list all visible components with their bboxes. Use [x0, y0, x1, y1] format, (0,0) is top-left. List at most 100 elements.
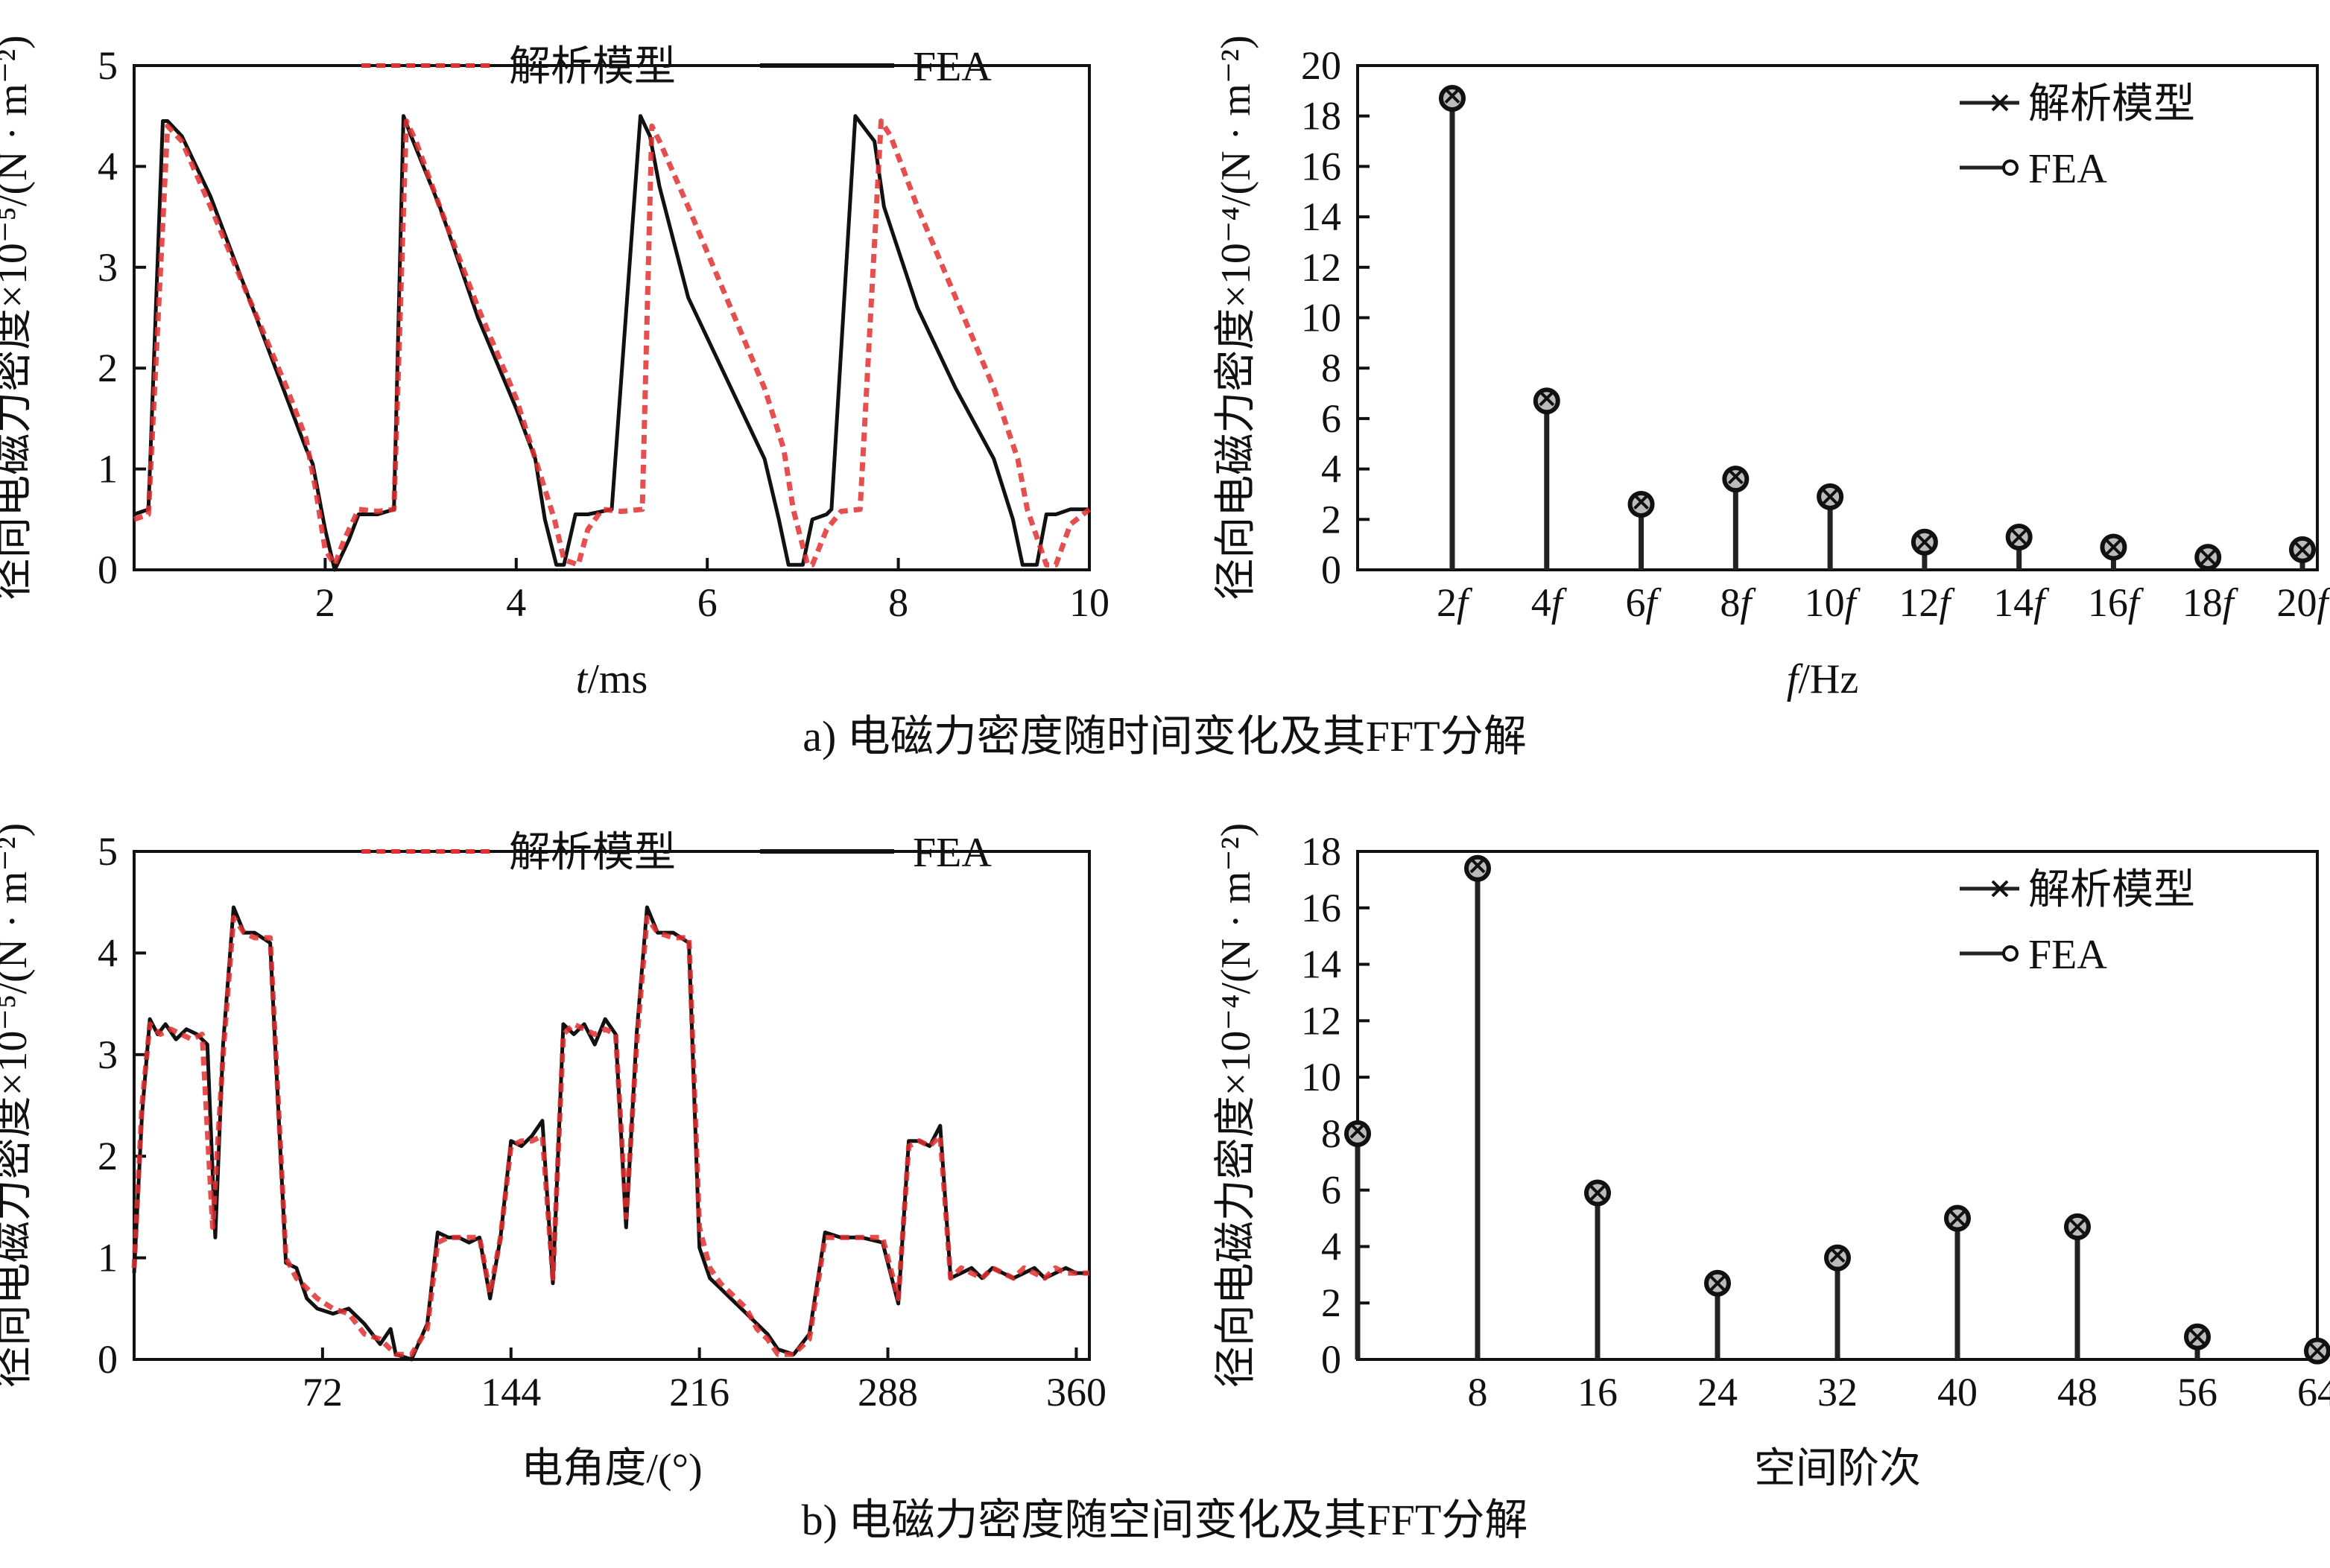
- plot-frame: [133, 850, 1091, 1361]
- legend-marker-analytical: [1991, 94, 2009, 112]
- y-tick-label: 4: [98, 930, 118, 975]
- y-tick-label: 2: [1321, 1280, 1341, 1325]
- y-tick-label: 0: [98, 547, 118, 592]
- x-tick-label: 14f: [1993, 580, 2050, 625]
- x-tick-label: 360: [1046, 1370, 1107, 1415]
- chart-time-domain: 径向电磁力密度×10⁻⁵/(N · m⁻²) 0 1 2 3 4 5 2 4 6 8 10 t/ms 解析…: [0, 35, 1109, 702]
- chart-space-domain: 径向电磁力密度×10⁻⁵/(N · m⁻²) 0 1 2 3 4 5 72 144 216 288 3…: [0, 823, 1107, 1492]
- legend-label-analytical: 解析模型: [2028, 867, 2195, 913]
- stem-marker-fea: [1627, 490, 1655, 518]
- x-axis-label: f/Hz: [1787, 656, 1858, 702]
- series-line-fea: [133, 114, 1089, 572]
- plot-frame: [133, 64, 1091, 571]
- x-tick-label: 10f: [1805, 580, 1861, 625]
- y-tick-label: 10: [1301, 1055, 1341, 1099]
- y-tick-label: 16: [1301, 886, 1341, 930]
- stem-marker-analytical: [1822, 489, 1838, 505]
- x-tick-label: 12f: [1899, 580, 1955, 625]
- stem-marker-analytical: [1916, 534, 1933, 550]
- y-tick-label: 2: [98, 1134, 118, 1178]
- x-tick-label: 56: [2177, 1370, 2217, 1415]
- y-tick-label: 5: [98, 43, 118, 88]
- stem-marker-fea: [1722, 466, 1750, 493]
- x-tick-label: 10: [1069, 580, 1109, 625]
- x-tick-label: 16: [1577, 1370, 1618, 1415]
- y-tick-label: 8: [1321, 1111, 1341, 1156]
- x-tick-label: 32: [1817, 1370, 1858, 1415]
- stem-marker-analytical: [2011, 529, 2027, 545]
- x-tick-label: 288: [858, 1370, 918, 1415]
- caption-b: b) 电磁力密度随空间变化及其FFT分解: [802, 1496, 1528, 1544]
- x-tick-label: 4f: [1531, 580, 1568, 625]
- legend-label-fea: FEA: [2028, 146, 2107, 192]
- legend-marker-fea: [2002, 945, 2019, 962]
- legend-label-analytical: 解析模型: [509, 44, 676, 90]
- stem-marker-fea: [1344, 1120, 1371, 1147]
- x-tick-label: 64: [2297, 1370, 2330, 1415]
- legend-marker-fea: [2002, 159, 2019, 176]
- y-tick-label: 4: [98, 144, 118, 188]
- y-axis-label: 径向电磁力密度×10⁻⁴/(N · m⁻²): [1213, 823, 1259, 1388]
- y-tick-label: 18: [1301, 829, 1341, 874]
- caption-a: a) 电磁力密度随时间变化及其FFT分解: [802, 712, 1527, 761]
- x-tick-label: 6f: [1626, 580, 1662, 625]
- chart-time-fft: 径向电磁力密度×10⁻⁴/(N · m⁻²) 0 2 4 6 8 10 12 14 16 18 20 2…: [1213, 35, 2330, 702]
- x-tick-label: 8: [888, 580, 908, 625]
- y-tick-label: 2: [1321, 497, 1341, 542]
- stem-marker-analytical: [2069, 1219, 2086, 1235]
- y-tick-label: 16: [1301, 144, 1341, 188]
- y-tick-label: 4: [1321, 447, 1341, 492]
- stem-marker-analytical: [1709, 1275, 1726, 1292]
- legend-label-analytical: 解析模型: [509, 830, 676, 876]
- y-tick-label: 4: [1321, 1224, 1341, 1269]
- y-tick-label: 1: [98, 1236, 118, 1280]
- y-axis-label: 径向电磁力密度×10⁻⁵/(N · m⁻²): [0, 823, 36, 1388]
- stem-marker-analytical: [1727, 469, 1744, 485]
- y-tick-label: 8: [1321, 346, 1341, 390]
- x-tick-label: 72: [303, 1370, 343, 1415]
- stem-marker-analytical: [1949, 1210, 1966, 1226]
- x-tick-label: 8: [1468, 1370, 1488, 1415]
- y-axis-label: 径向电磁力密度×10⁻⁵/(N · m⁻²): [0, 35, 36, 600]
- legend-label-fea: FEA: [913, 44, 992, 90]
- legend-marker-analytical: [1991, 880, 2009, 898]
- x-tick-label: 40: [1937, 1370, 1978, 1415]
- y-tick-label: 0: [98, 1337, 118, 1382]
- y-tick-label: 14: [1301, 194, 1341, 239]
- stem-marker-analytical: [2189, 1329, 2206, 1345]
- y-tick-label: 2: [98, 346, 118, 390]
- stem-marker-analytical: [1633, 494, 1649, 510]
- x-axis-label: t/ms: [576, 656, 648, 702]
- stem-marker-analytical: [2309, 1343, 2326, 1359]
- stem-marker-fea: [1533, 387, 1560, 415]
- stem-marker-analytical: [1469, 857, 1486, 874]
- legend-label-analytical: 解析模型: [2028, 81, 2195, 127]
- y-tick-label: 12: [1301, 998, 1341, 1043]
- stem-marker-fea: [1824, 1244, 1851, 1272]
- stem-marker-analytical: [1829, 1247, 1846, 1263]
- y-tick-label: 1: [98, 447, 118, 492]
- x-axis-label: 电角度/(°): [521, 1446, 702, 1492]
- y-tick-label: 5: [98, 829, 118, 874]
- x-axis-label: 空间阶次: [1754, 1446, 1921, 1492]
- y-tick-label: 0: [1321, 547, 1341, 592]
- y-tick-label: 0: [1321, 1337, 1341, 1382]
- y-tick-label: 6: [1321, 1168, 1341, 1213]
- stem-marker-analytical: [1349, 1123, 1366, 1139]
- stem-marker-analytical: [2106, 539, 2121, 555]
- y-tick-label: 3: [98, 1032, 118, 1077]
- stem-marker-analytical: [1539, 390, 1555, 407]
- stem-marker-analytical: [2294, 542, 2311, 558]
- stem-marker-analytical: [2200, 549, 2216, 565]
- x-tick-label: 144: [481, 1370, 541, 1415]
- y-tick-label: 12: [1301, 245, 1341, 290]
- y-tick-label: 18: [1301, 94, 1341, 139]
- stem-marker-analytical: [1444, 88, 1460, 104]
- x-tick-label: 2: [315, 580, 335, 625]
- y-tick-label: 10: [1301, 296, 1341, 340]
- y-tick-label: 6: [1321, 396, 1341, 441]
- x-tick-label: 24: [1697, 1370, 1738, 1415]
- y-tick-label: 20: [1301, 43, 1341, 88]
- y-axis-label: 径向电磁力密度×10⁻⁴/(N · m⁻²): [1213, 35, 1259, 600]
